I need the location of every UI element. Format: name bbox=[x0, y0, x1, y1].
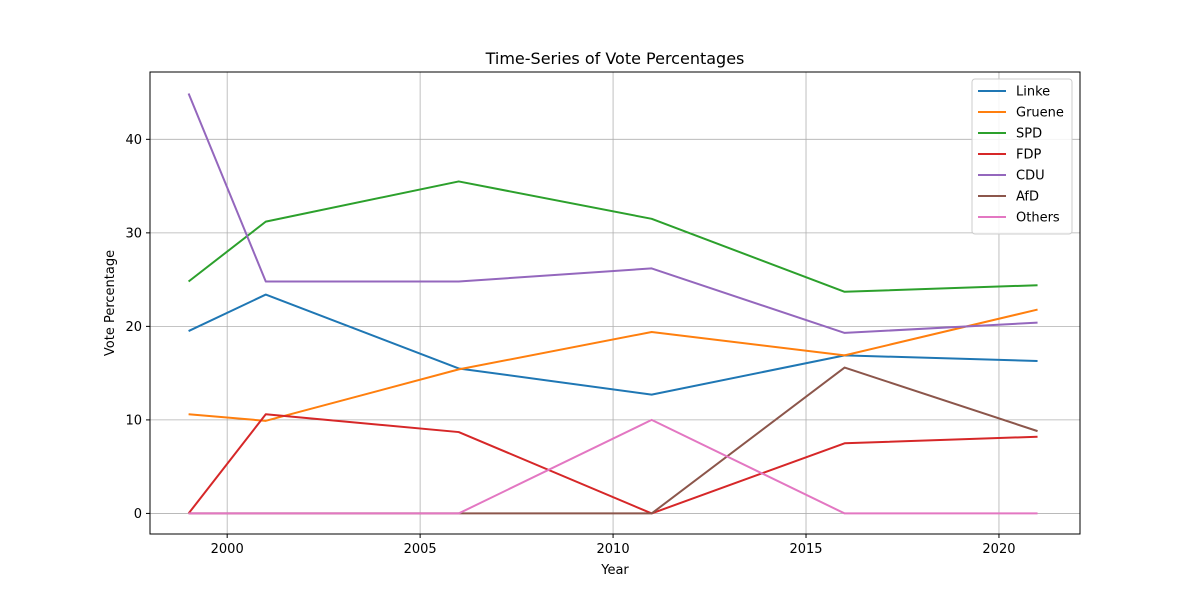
legend-label-others: Others bbox=[1016, 211, 1060, 226]
legend: Linke Gruene SPD FDP CDU AfD Others bbox=[971, 78, 1073, 235]
series-line-fdp bbox=[187, 413, 1038, 515]
y-tick-label: 30 bbox=[125, 226, 142, 241]
y-tick-label: 20 bbox=[125, 320, 142, 335]
legend-label-fdp: FDP bbox=[1016, 148, 1041, 163]
series-line-gruene bbox=[188, 308, 1038, 422]
y-tick-label: 40 bbox=[125, 133, 142, 148]
x-tick-label: 2005 bbox=[404, 542, 437, 557]
y-tick-label: 0 bbox=[134, 507, 142, 522]
series-line-others bbox=[188, 418, 1038, 515]
x-tick-label: 2020 bbox=[982, 542, 1015, 557]
legend-label-afd: AfD bbox=[1016, 190, 1039, 205]
series-line-cdu bbox=[187, 93, 1038, 334]
chart-title: Time-Series of Vote Percentages bbox=[485, 49, 745, 68]
legend-label-cdu: CDU bbox=[1016, 169, 1045, 184]
series-lines bbox=[187, 93, 1038, 515]
x-tick-label: 2015 bbox=[789, 542, 822, 557]
y-axis-label: Vote Percentage bbox=[103, 250, 118, 356]
plot-frame bbox=[149, 71, 1081, 535]
legend-label-spd: SPD bbox=[1016, 127, 1042, 142]
x-tick-label: 2010 bbox=[597, 542, 630, 557]
legend-label-linke: Linke bbox=[1016, 85, 1050, 100]
series-line-linke bbox=[188, 293, 1038, 396]
x-tick-label: 2000 bbox=[211, 542, 244, 557]
axis-ticks: 2000 2005 2010 2015 2020 0 10 20 30 40 bbox=[125, 133, 1015, 557]
y-tick-label: 10 bbox=[125, 413, 142, 428]
legend-label-gruene: Gruene bbox=[1016, 106, 1064, 121]
x-axis-label: Year bbox=[600, 563, 629, 578]
series-line-spd bbox=[187, 180, 1038, 293]
